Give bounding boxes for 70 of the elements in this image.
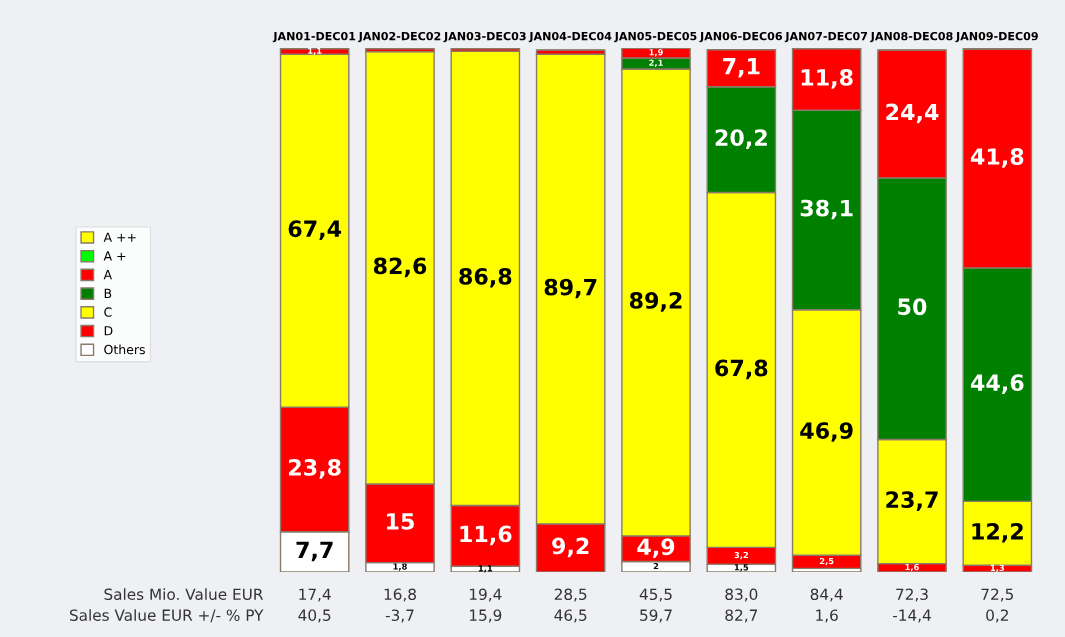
data-label: 23,8 bbox=[289, 459, 341, 479]
text: 83,0 bbox=[725, 588, 758, 602]
data-label: 23,7 bbox=[886, 491, 938, 511]
data-label: 24,4 bbox=[886, 103, 939, 124]
x-tick-label: JAN01-DEC01 bbox=[272, 31, 356, 43]
text: 28,5 bbox=[554, 588, 587, 602]
data-label: 2,5 bbox=[819, 557, 834, 566]
text: 15,9 bbox=[470, 609, 502, 623]
data-label: 9,2 bbox=[552, 537, 589, 558]
legend-label: A ++ bbox=[103, 232, 136, 242]
legend-label: C bbox=[104, 307, 112, 317]
data-label: 86,8 bbox=[459, 267, 512, 288]
text: 45,5 bbox=[639, 588, 672, 602]
data-label: 4,9 bbox=[637, 538, 675, 558]
data-label: 1,3 bbox=[990, 564, 1005, 573]
legend-label: B bbox=[104, 288, 112, 298]
text: -14,4 bbox=[892, 609, 931, 623]
text: 1,6 bbox=[816, 609, 838, 623]
text: 84,4 bbox=[810, 588, 843, 602]
x-tick-label: JAN04-DEC04 bbox=[528, 31, 612, 43]
x-tick-label: JAN03-DEC03 bbox=[443, 31, 526, 43]
x-tick-label: JAN06-DEC06 bbox=[699, 31, 782, 43]
text: 16,8 bbox=[384, 588, 416, 602]
data-label: 2 bbox=[653, 562, 659, 570]
data-label: 1,1 bbox=[478, 565, 493, 573]
x-tick-label: JAN02-DEC02 bbox=[358, 31, 441, 43]
data-label: 1,8 bbox=[393, 563, 407, 571]
data-label: 3,2 bbox=[734, 551, 748, 560]
legend-label: A + bbox=[103, 251, 126, 261]
data-label: 15 bbox=[387, 513, 414, 530]
text: Sales Mio. Value EUR bbox=[104, 588, 264, 601]
x-tick-label: JAN09-DEC09 bbox=[955, 31, 1038, 43]
text: 19,4 bbox=[470, 588, 502, 602]
text: 17,4 bbox=[299, 588, 331, 602]
data-label: 1,9 bbox=[649, 49, 663, 57]
data-label: 46,9 bbox=[800, 422, 853, 442]
text: 72,3 bbox=[896, 588, 928, 602]
data-label: 38,1 bbox=[800, 199, 853, 220]
data-label: 11,8 bbox=[801, 69, 853, 89]
text: 0,2 bbox=[986, 609, 1008, 623]
data-label: 67,4 bbox=[288, 220, 342, 240]
data-label: 82,6 bbox=[373, 257, 427, 278]
text: -3,7 bbox=[385, 609, 414, 623]
text: Sales Value EUR +/- % PY bbox=[69, 609, 264, 623]
x-tick-label: JAN08-DEC08 bbox=[870, 31, 953, 43]
data-label: 1,5 bbox=[734, 564, 749, 572]
data-label: 12,2 bbox=[972, 522, 1023, 543]
legend-label: A bbox=[103, 270, 112, 280]
legend-label: D bbox=[104, 326, 113, 336]
text: 46,5 bbox=[554, 609, 587, 623]
data-label: 7,7 bbox=[296, 541, 333, 562]
data-label: 20,2 bbox=[715, 129, 767, 149]
text: 59,7 bbox=[640, 609, 672, 623]
text: 72,5 bbox=[981, 588, 1014, 602]
data-label: 41,8 bbox=[970, 148, 1024, 168]
data-label: 7,1 bbox=[723, 58, 760, 78]
data-label: 11,6 bbox=[460, 525, 512, 546]
data-label: 89,2 bbox=[629, 292, 682, 312]
x-tick-label: JAN05-DEC05 bbox=[614, 31, 697, 43]
data-label: 44,6 bbox=[970, 374, 1024, 394]
data-label: 67,8 bbox=[715, 359, 768, 380]
data-label: 89,7 bbox=[544, 278, 597, 299]
data-label: 50 bbox=[898, 298, 927, 316]
data-label: 2,1 bbox=[649, 59, 663, 67]
x-tick-label: JAN07-DEC07 bbox=[784, 31, 868, 43]
legend-label: Others bbox=[104, 344, 145, 355]
text: 40,5 bbox=[298, 609, 331, 623]
text: 82,7 bbox=[725, 609, 758, 623]
data-label: 1,1 bbox=[308, 47, 322, 55]
data-label: 1,6 bbox=[905, 563, 919, 572]
